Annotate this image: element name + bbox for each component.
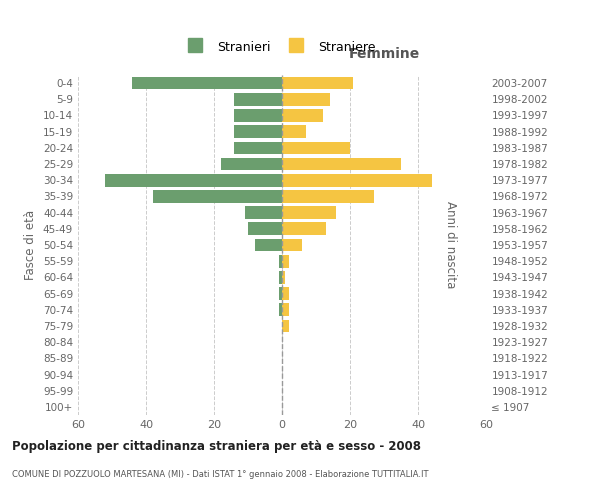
Bar [235,142,282,154]
Bar [278,255,282,268]
Bar [282,174,431,186]
Bar [133,77,282,90]
Bar [282,126,306,138]
Y-axis label: Fasce di età: Fasce di età [25,210,37,280]
Bar [282,142,350,154]
Text: Femmine: Femmine [349,48,419,62]
Bar [282,255,289,268]
Bar [105,174,282,186]
Bar [282,206,337,219]
Bar [282,158,401,170]
Bar [282,190,374,202]
Text: COMUNE DI POZZUOLO MARTESANA (MI) - Dati ISTAT 1° gennaio 2008 - Elaborazione TU: COMUNE DI POZZUOLO MARTESANA (MI) - Dati… [12,470,428,479]
Bar [235,126,282,138]
Bar [235,93,282,106]
Bar [153,190,282,202]
Text: Femmine: Femmine [0,499,1,500]
Bar [282,77,353,90]
Bar [255,238,282,252]
Bar [282,320,289,332]
Bar [282,304,289,316]
Bar [248,222,282,235]
Bar [278,271,282,283]
Y-axis label: Anni di nascita: Anni di nascita [445,202,457,288]
Bar [282,271,286,283]
Bar [221,158,282,170]
Text: Maschi: Maschi [0,499,1,500]
Bar [278,288,282,300]
Bar [282,93,329,106]
Legend: Stranieri, Straniere: Stranieri, Straniere [185,37,379,58]
Text: Popolazione per cittadinanza straniera per età e sesso - 2008: Popolazione per cittadinanza straniera p… [12,440,421,453]
Bar [278,304,282,316]
Bar [282,109,323,122]
Bar [282,288,289,300]
Bar [235,109,282,122]
Bar [282,222,326,235]
Bar [282,238,302,252]
Bar [245,206,282,219]
